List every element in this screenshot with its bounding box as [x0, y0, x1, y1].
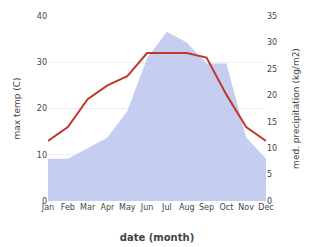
svg-text:Aug: Aug [179, 203, 195, 212]
svg-text:30: 30 [37, 58, 47, 67]
svg-text:10: 10 [37, 151, 47, 160]
svg-text:15: 15 [267, 118, 277, 127]
svg-text:max temp (C): max temp (C) [12, 77, 22, 139]
svg-text:Nov: Nov [238, 203, 254, 212]
svg-text:0: 0 [42, 197, 47, 206]
svg-text:med. precipitation (kg/m2): med. precipitation (kg/m2) [291, 48, 301, 169]
svg-text:Jun: Jun [140, 203, 154, 212]
svg-text:0: 0 [267, 197, 272, 206]
svg-text:Dec: Dec [258, 203, 273, 212]
svg-text:Sep: Sep [199, 203, 214, 212]
svg-text:Jul: Jul [161, 203, 172, 212]
svg-text:Jan: Jan [41, 203, 54, 212]
svg-text:25: 25 [267, 65, 277, 74]
svg-text:20: 20 [37, 104, 47, 113]
svg-text:date (month): date (month) [120, 232, 194, 243]
svg-text:40: 40 [37, 12, 47, 21]
svg-text:Oct: Oct [219, 203, 233, 212]
svg-text:5: 5 [267, 170, 272, 179]
svg-text:10: 10 [267, 144, 277, 153]
svg-text:Feb: Feb [61, 203, 75, 212]
svg-text:20: 20 [267, 91, 277, 100]
svg-text:35: 35 [267, 12, 277, 21]
svg-text:May: May [119, 203, 136, 212]
svg-text:Mar: Mar [80, 203, 96, 212]
svg-text:30: 30 [267, 38, 277, 47]
svg-text:Apr: Apr [101, 203, 116, 212]
